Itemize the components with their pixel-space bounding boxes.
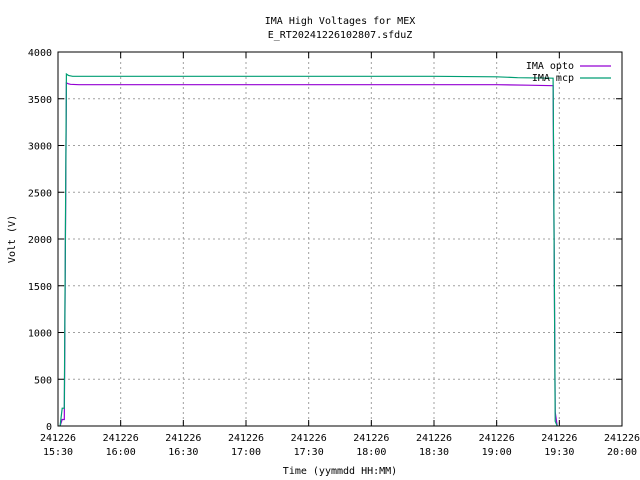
y-tick-label: 4000: [28, 48, 52, 59]
x-axis-label: Time (yymmdd HH:MM): [283, 466, 397, 477]
x-tick-time-label: 15:30: [43, 447, 73, 458]
x-tick-date-label: 241226: [291, 433, 327, 444]
y-axis-ticks: 0 500 1000 1500 2000 2500 3000 3500 4000: [28, 48, 622, 433]
x-tick-date-label: 241226: [416, 433, 452, 444]
x-tick-time-label: 17:00: [231, 447, 261, 458]
x-tick-time-label: 19:30: [544, 447, 574, 458]
grid-lines: [58, 52, 622, 426]
x-tick-date-label: 241226: [228, 433, 264, 444]
legend-label: IMA opto: [526, 61, 574, 72]
x-axis-ticks: 241226 15:30 241226 16:00 241226 16:30 241226 1…: [40, 52, 640, 458]
y-tick-label: 500: [34, 375, 52, 386]
x-tick-date-label: 241226: [103, 433, 139, 444]
x-tick-date-label: 241226: [353, 433, 389, 444]
legend-label: IMA mcp: [532, 73, 574, 84]
series-line-0: [59, 81, 558, 427]
x-tick-date-label: 241226: [479, 433, 515, 444]
x-tick-time-label: 17:30: [294, 447, 324, 458]
chart-title: IMA High Voltages for MEX: [265, 16, 416, 27]
x-tick-date-label: 241226: [40, 433, 76, 444]
data-series: [59, 72, 558, 427]
x-tick-time-label: 16:00: [106, 447, 136, 458]
y-tick-label: 3500: [28, 95, 52, 106]
x-tick-time-label: 18:00: [356, 447, 386, 458]
y-tick-label: 2500: [28, 188, 52, 199]
plot-frame: [57, 51, 623, 427]
x-tick-time-label: 19:00: [482, 447, 512, 458]
x-tick-date-label: 241226: [604, 433, 640, 444]
y-tick-label: 1500: [28, 282, 52, 293]
x-tick-time-label: 18:30: [419, 447, 449, 458]
y-tick-label: 3000: [28, 142, 52, 153]
x-tick-time-label: 16:30: [168, 447, 198, 458]
series-line-1: [59, 72, 558, 427]
y-tick-label: 2000: [28, 235, 52, 246]
x-tick-time-label: 20:00: [607, 447, 637, 458]
y-axis-label: Volt (V): [7, 215, 18, 263]
y-tick-label: 0: [46, 422, 52, 433]
chart-subtitle: E_RT20241226102807.sfduZ: [268, 30, 413, 41]
y-tick-label: 1000: [28, 329, 52, 340]
x-tick-date-label: 241226: [541, 433, 577, 444]
x-tick-date-label: 241226: [165, 433, 201, 444]
